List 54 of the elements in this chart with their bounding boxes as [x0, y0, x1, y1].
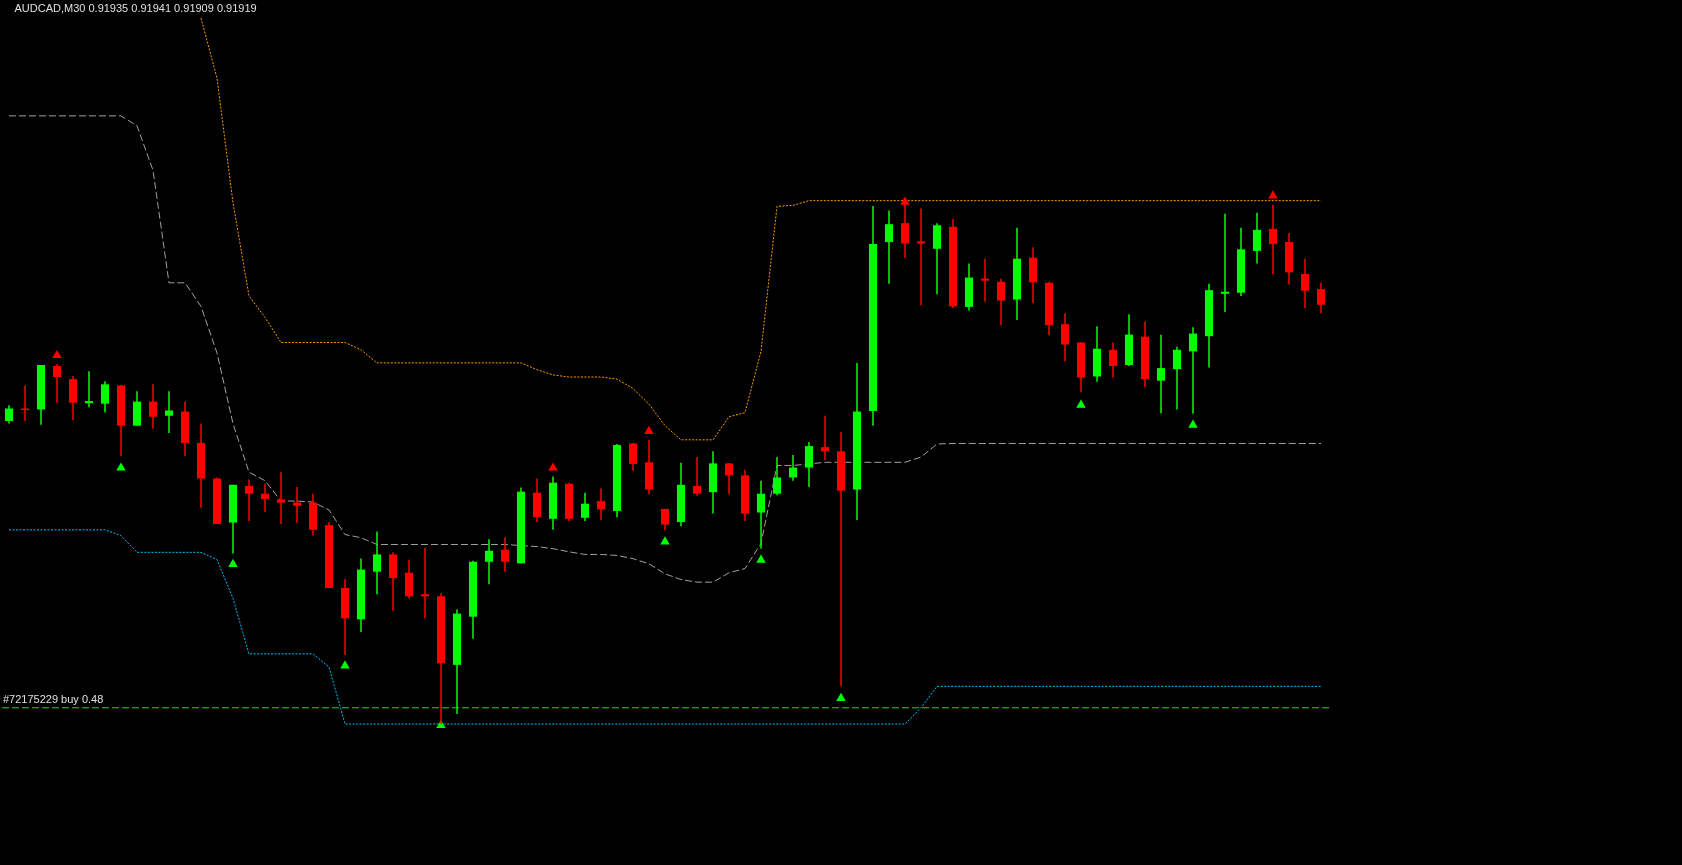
candlestick	[884, 209, 894, 285]
candlestick	[1108, 341, 1118, 379]
point	[1076, 399, 1086, 408]
point	[1188, 419, 1198, 428]
candlestick	[788, 454, 798, 482]
candlestick	[372, 530, 382, 595]
point	[228, 558, 238, 567]
candlestick	[932, 222, 942, 296]
candlestick	[388, 551, 398, 612]
candlestick	[820, 415, 830, 461]
point	[836, 692, 846, 701]
candlestick	[148, 383, 158, 430]
candlestick	[1316, 282, 1326, 314]
point	[756, 554, 766, 563]
point	[52, 349, 62, 359]
candlestick	[580, 491, 590, 522]
candlestick	[1252, 211, 1262, 265]
candlestick	[724, 462, 734, 495]
candlestick	[1172, 345, 1182, 411]
candlestick	[1300, 257, 1310, 309]
candlestick	[596, 487, 606, 521]
candlestick	[100, 380, 110, 414]
candlestick	[628, 442, 638, 472]
candlestick	[292, 486, 302, 524]
point	[548, 462, 558, 471]
point	[644, 425, 654, 434]
candlestick	[20, 384, 30, 422]
candlestick	[68, 375, 78, 421]
candlestick	[52, 363, 62, 404]
chart-title: AUDCAD,M30 0.91935 0.91941 0.91909 0.91919	[14, 1, 257, 14]
point	[116, 462, 126, 471]
candlestick	[1268, 204, 1278, 275]
candlestick	[404, 558, 414, 600]
candlestick	[276, 471, 286, 525]
candlestick	[420, 546, 430, 620]
candlestick	[4, 404, 14, 425]
candlestick	[84, 370, 94, 409]
candlestick	[804, 441, 814, 488]
candlestick	[692, 456, 702, 497]
candlestick	[916, 207, 926, 307]
candlestick	[1156, 333, 1166, 414]
candlestick	[244, 478, 254, 522]
candlestick	[500, 536, 510, 573]
candlestick	[980, 257, 990, 303]
candlestick	[756, 479, 766, 550]
candlestick	[164, 390, 174, 434]
candlestick	[1188, 326, 1198, 415]
candlestick	[1060, 312, 1070, 363]
candlestick	[996, 277, 1006, 326]
candlestick	[772, 456, 782, 497]
candlestick	[260, 483, 270, 513]
candlestick	[1220, 212, 1230, 313]
candlestick	[484, 538, 494, 586]
ref-line-label: #72175229 buy 0.48	[3, 692, 104, 705]
